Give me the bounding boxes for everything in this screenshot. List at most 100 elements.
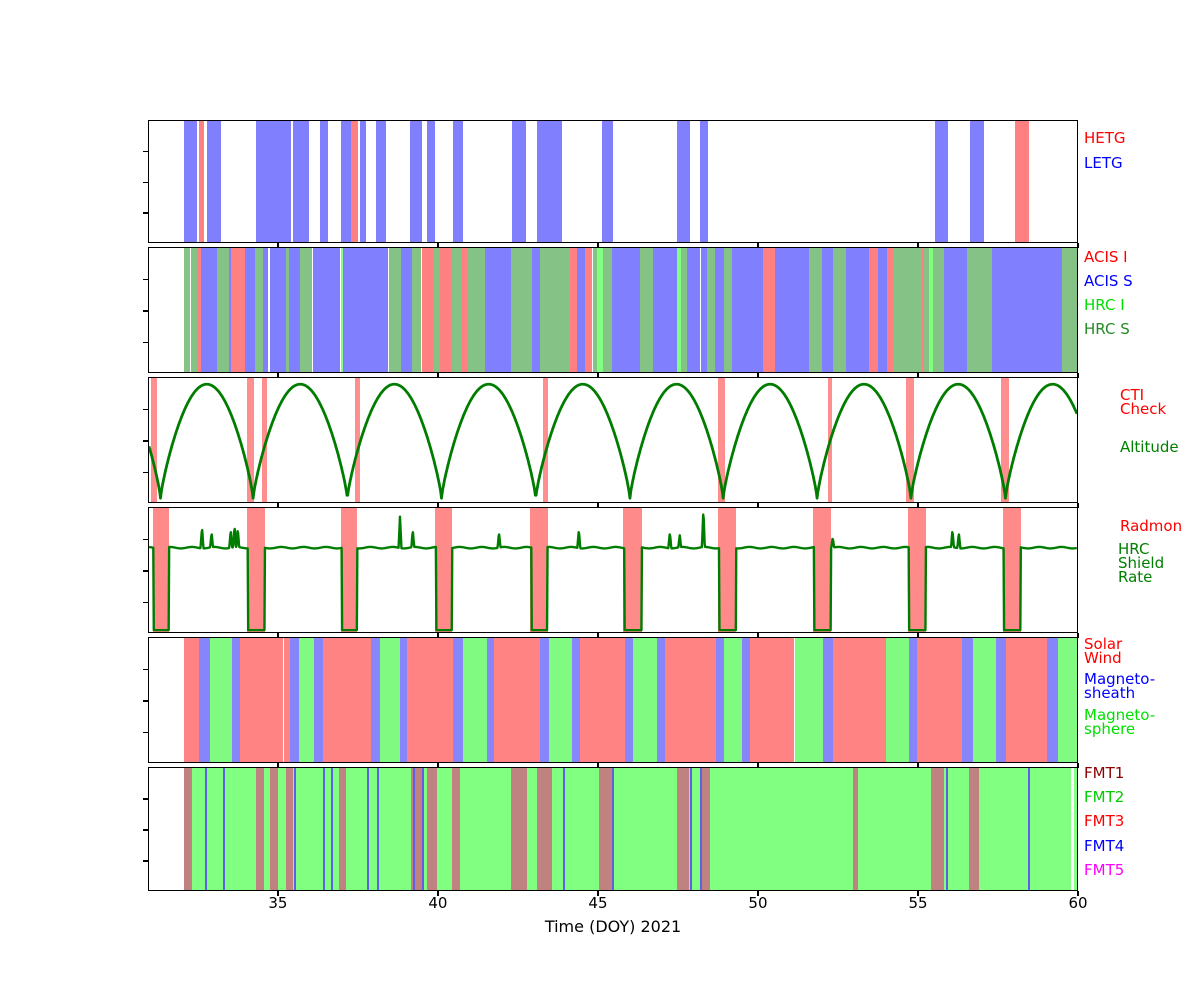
- x-tick: [757, 633, 759, 638]
- hrc-s-band: [932, 248, 944, 372]
- legend-fmt5: FMT5: [1084, 861, 1125, 879]
- fmt1-band: [452, 768, 461, 890]
- legend-magnetosheath: Magneto- sheath: [1084, 670, 1156, 702]
- hrc-s-band: [191, 248, 198, 372]
- y-tick: [143, 731, 148, 734]
- fmt4-line: [377, 768, 379, 890]
- magneto-sphere-band: [972, 638, 996, 762]
- magneto-sheath-band: [962, 638, 973, 762]
- x-tick: [1077, 373, 1079, 378]
- solar-wind-band: [239, 638, 284, 762]
- acis-s-band: [732, 248, 764, 372]
- letg-band: [537, 121, 562, 242]
- x-tick-label: 50: [748, 894, 768, 912]
- fmt4-line: [223, 768, 226, 890]
- altitude-curve: [149, 382, 1077, 500]
- letg-band: [320, 121, 329, 242]
- solar-wind-regions-panel: [148, 637, 1078, 763]
- hrc-s-band: [967, 248, 993, 372]
- y-tick: [143, 341, 148, 344]
- acis-s-band: [400, 248, 412, 372]
- legend-letg: LETG: [1084, 154, 1123, 172]
- letg-band: [427, 121, 436, 242]
- hetg-band: [350, 121, 359, 242]
- y-tick: [143, 538, 148, 541]
- fmt4-line: [330, 768, 333, 890]
- acis-s-band: [245, 248, 256, 372]
- radmon-band: [530, 508, 548, 632]
- legend-acis-s: ACIS S: [1084, 272, 1133, 290]
- x-tick: [1077, 633, 1079, 638]
- hrc-s-band: [639, 248, 653, 372]
- radmon-band: [246, 508, 265, 632]
- hrc-s-band: [510, 248, 532, 372]
- acis-i-band: [869, 248, 879, 372]
- acis-s-band: [700, 248, 707, 372]
- acis-i-band: [569, 248, 578, 372]
- x-tick: [277, 373, 279, 378]
- cti-check-band: [261, 378, 267, 502]
- y-tick: [143, 860, 148, 862]
- magneto-sheath-band: [231, 638, 240, 762]
- radmon-band: [907, 508, 926, 632]
- hrc-s-band: [602, 248, 612, 372]
- x-tick: [277, 633, 279, 638]
- hrc-s-band: [892, 248, 923, 372]
- solar-wind-band: [665, 638, 717, 762]
- x-tick: [437, 503, 439, 508]
- fmt1-band: [411, 768, 423, 890]
- hrc-s-band: [411, 248, 422, 372]
- acis-s-band: [201, 248, 217, 372]
- acis-s-band: [228, 248, 232, 372]
- x-tick: [1077, 763, 1079, 768]
- letg-band: [601, 121, 613, 242]
- x-tick: [277, 763, 279, 768]
- acis-i-band: [922, 248, 925, 372]
- fmt1-band: [536, 768, 552, 890]
- x-tick: [757, 373, 759, 378]
- fmt2-band: [1074, 768, 1077, 890]
- fmt1-band: [598, 768, 612, 890]
- magneto-sheath-band: [400, 638, 408, 762]
- y-tick: [143, 601, 148, 604]
- magneto-sheath-band: [656, 638, 666, 762]
- solar-wind-band: [749, 638, 795, 762]
- hrc-s-band: [832, 248, 847, 372]
- x-axis-title: Time (DOY) 2021: [544, 917, 682, 936]
- x-tick: [917, 373, 919, 378]
- gratings-panel: [148, 120, 1078, 243]
- hrc-i-band: [676, 248, 682, 372]
- magneto-sheath-band: [572, 638, 581, 762]
- x-tick: [597, 891, 599, 896]
- fmt4-line: [412, 768, 415, 890]
- x-tick: [757, 243, 759, 248]
- acis-s-band: [577, 248, 586, 372]
- y-tick: [143, 212, 148, 214]
- acis-s-band: [774, 248, 809, 372]
- radmon-band: [435, 508, 453, 632]
- x-tick: [277, 891, 279, 896]
- magneto-sphere-band: [209, 638, 232, 762]
- hrc-s-band: [217, 248, 229, 372]
- radmon-band: [812, 508, 832, 632]
- x-tick: [1077, 891, 1079, 896]
- letg-band: [293, 121, 309, 242]
- acis-s-band: [944, 248, 968, 372]
- acis-s-band: [288, 248, 301, 372]
- legend-hrc-s: HRC S: [1084, 320, 1130, 338]
- legend-hrc-shield-rate: HRC Shield Rate: [1118, 540, 1165, 586]
- legend-hrc-i: HRC I: [1084, 296, 1125, 314]
- acis-s-band: [821, 248, 833, 372]
- x-tick: [437, 633, 439, 638]
- x-tick: [597, 633, 599, 638]
- x-tick: [1077, 243, 1079, 248]
- legend-fmt3: FMT3: [1084, 812, 1125, 830]
- magneto-sheath-band: [741, 638, 750, 762]
- acis-s-band: [269, 248, 287, 372]
- magneto-sheath-band: [823, 638, 833, 762]
- fmt4-line: [205, 768, 208, 890]
- y-tick: [143, 829, 148, 831]
- y-tick: [143, 150, 148, 153]
- radmon-band: [340, 508, 358, 632]
- magneto-sphere-band: [549, 638, 573, 762]
